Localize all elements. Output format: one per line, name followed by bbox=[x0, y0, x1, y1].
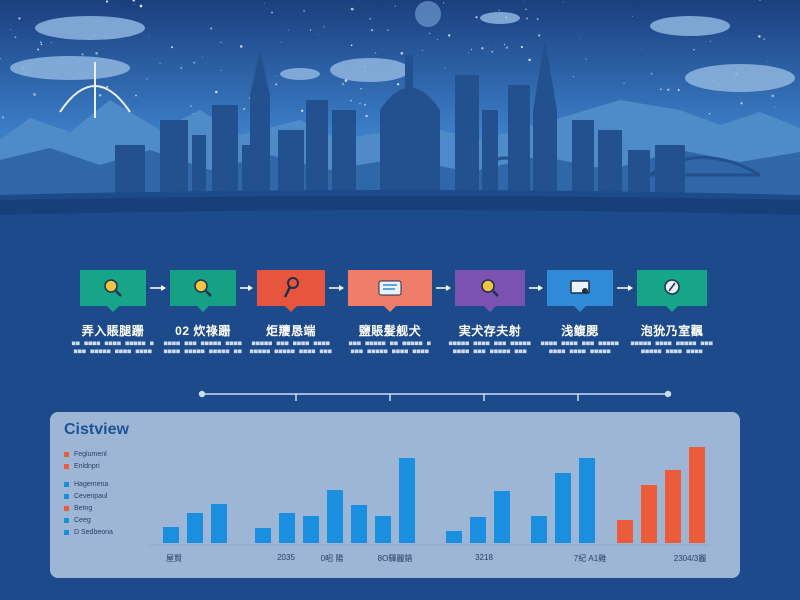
legend-item: Ceeg bbox=[64, 515, 91, 525]
bar bbox=[617, 520, 633, 543]
x-tick-label: 7紀 A1雞 bbox=[573, 554, 607, 563]
magnifier-icon bbox=[104, 279, 122, 297]
timeline bbox=[198, 390, 672, 401]
legend-swatch bbox=[64, 505, 69, 511]
bar bbox=[187, 513, 203, 543]
x-tick-label: 3218 bbox=[475, 553, 493, 562]
moon bbox=[415, 1, 441, 27]
step-title: 鹽賬髮舰犬 bbox=[358, 324, 422, 338]
step-6 bbox=[547, 270, 613, 312]
bridge-right bbox=[649, 156, 761, 177]
step-description: ■■ ■■■■ ■■■■ ■■■■■ ■■■■ ■■■■■ ■■■■ ■■■■ bbox=[71, 340, 155, 355]
clouds bbox=[10, 12, 795, 92]
legend-item: Enldnpri bbox=[64, 461, 100, 471]
legend-label: Hagemena bbox=[74, 480, 109, 488]
step-description: ■■■■■ ■■■■ ■■■ ■■■■■ ■■■■ ■■■ ■■■■■ ■■■ bbox=[448, 340, 532, 355]
monitor-icon bbox=[570, 280, 590, 294]
bar bbox=[255, 528, 271, 543]
skyline bbox=[115, 40, 685, 195]
x-tick-label: 2304/3麗 bbox=[673, 554, 707, 563]
bar bbox=[327, 490, 343, 543]
step-title: 弄入賬腿跚 bbox=[81, 324, 145, 338]
step-title: 浅鳆腮 bbox=[561, 324, 599, 338]
bar bbox=[375, 516, 391, 543]
bar bbox=[211, 504, 227, 543]
x-tick-label: 2035 bbox=[277, 553, 295, 562]
legend-item: D Sedbeona bbox=[64, 527, 113, 537]
legend-swatch bbox=[64, 493, 69, 499]
bar bbox=[665, 470, 681, 543]
legend-label: Betng bbox=[74, 504, 93, 512]
process-steps bbox=[80, 270, 707, 312]
legend-swatch bbox=[64, 463, 69, 469]
bar bbox=[494, 491, 510, 543]
bar bbox=[399, 458, 415, 543]
ground-shade bbox=[0, 196, 800, 215]
step-title: 実犬存夫射 bbox=[458, 324, 522, 338]
step-7 bbox=[637, 270, 707, 312]
step-title: 炬羻恳端 bbox=[265, 324, 316, 338]
bar bbox=[446, 531, 462, 543]
legend-item: Feglumenl bbox=[64, 449, 107, 459]
magnifier-icon bbox=[194, 279, 212, 297]
step-description: ■■■■ ■■■ ■■■■■ ■■■■ ■■■■ ■■■■■ ■■■■■ ■■ bbox=[163, 340, 243, 355]
legend-swatch bbox=[64, 529, 69, 535]
bar bbox=[555, 473, 571, 543]
bar bbox=[351, 505, 367, 543]
legend-swatch bbox=[64, 481, 69, 487]
x-tick-label: 0昭 陽 bbox=[320, 554, 344, 563]
legend-swatch bbox=[64, 451, 69, 457]
step-title: 02 炊祿跚 bbox=[175, 324, 231, 338]
bar bbox=[303, 516, 319, 543]
step-description: ■■■ ■■■■■ ■■ ■■■■■ ■■■■ ■■■■■ ■■■■ ■■■■ bbox=[348, 340, 432, 355]
step-description: ■■■■■ ■■■■ ■■■■■ ■■■ ■■■■■ ■■■■ ■■■■ bbox=[630, 340, 714, 355]
bar bbox=[531, 516, 547, 543]
document-icon bbox=[378, 280, 402, 296]
bar bbox=[470, 517, 486, 543]
legend-label: Cevenpaul bbox=[74, 492, 108, 500]
compass-icon bbox=[664, 279, 680, 295]
x-tick-label: 8O驛麗錯 bbox=[377, 554, 413, 563]
legend-label: Enldnpri bbox=[74, 462, 100, 470]
step-4 bbox=[348, 270, 432, 312]
bar bbox=[163, 527, 179, 543]
legend-label: D Sedbeona bbox=[74, 528, 113, 536]
bar-chart bbox=[150, 447, 710, 546]
legend-item: Cevenpaul bbox=[64, 491, 107, 501]
x-tick-label: 屋賢 bbox=[166, 554, 182, 563]
panel-title: Cistview bbox=[64, 421, 129, 438]
step-description: ■■■■ ■■■■ ■■■ ■■■■■ ■■■■ ■■■■ ■■■■■ bbox=[540, 340, 620, 355]
step-description: ■■■■■ ■■■ ■■■■ ■■■■ ■■■■■ ■■■■■ ■■■■ ■■■ bbox=[249, 340, 333, 355]
step-1 bbox=[80, 270, 146, 312]
legend-item: Betng bbox=[64, 503, 92, 513]
step-2 bbox=[170, 270, 236, 312]
overview-panel: Cistview Feglumenl Enldnpri Hagemena Cevenp… bbox=[50, 412, 740, 578]
legend-label: Ceeg bbox=[74, 516, 91, 524]
bar bbox=[579, 458, 595, 543]
bar bbox=[641, 485, 657, 543]
bridge-left bbox=[59, 62, 131, 118]
step-3 bbox=[257, 270, 325, 312]
tool-icon bbox=[283, 277, 299, 298]
step-title: 泡狁乃室飌 bbox=[640, 324, 704, 338]
magnifier-icon bbox=[481, 279, 499, 297]
legend-label: Feglumenl bbox=[74, 450, 107, 458]
bar bbox=[279, 513, 295, 543]
step-5 bbox=[455, 270, 525, 312]
bar bbox=[689, 447, 705, 543]
legend-item: Hagemena bbox=[64, 479, 108, 489]
legend-swatch bbox=[64, 517, 69, 523]
